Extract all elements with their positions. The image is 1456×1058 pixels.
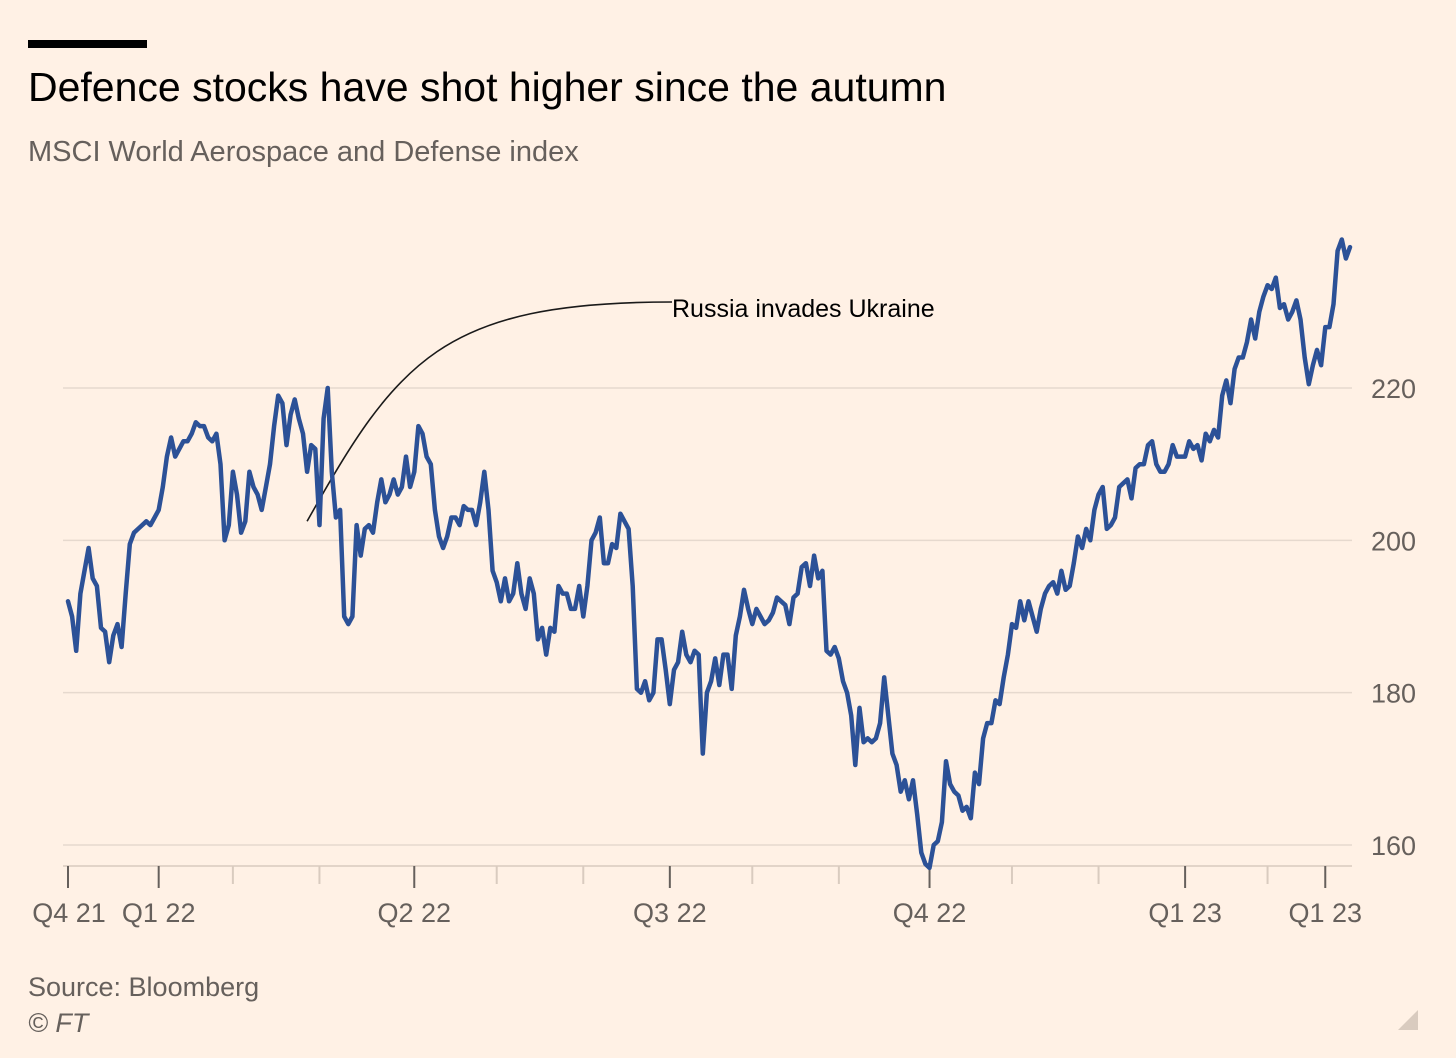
y-tick-label-180: 180 — [1371, 679, 1416, 709]
x-tick-label: Q1 22 — [122, 898, 196, 928]
x-tick-label: Q1 23 — [1148, 898, 1222, 928]
x-tick-label: Q4 21 — [32, 898, 106, 928]
resize-corner-icon — [1398, 1010, 1418, 1030]
series-line — [65, 237, 1353, 871]
y-tick-label-160: 160 — [1371, 831, 1416, 861]
x-tick-label: Q4 22 — [893, 898, 967, 928]
y-axis-labels: 160 180 200 220 — [1371, 374, 1416, 861]
annotation: Russia invades Ukraine — [306, 295, 935, 522]
series-layer — [65, 237, 1353, 871]
annotation-connector — [306, 301, 673, 522]
gridlines — [63, 387, 1352, 846]
chart-subtitle: MSCI World Aerospace and Defense index — [28, 136, 579, 168]
chart-title: Defence stocks have shot higher since th… — [28, 64, 947, 110]
brand-bar — [28, 40, 147, 48]
x-tick-label: Q1 23 — [1288, 898, 1362, 928]
annotation-label: Russia invades Ukraine — [672, 295, 935, 323]
x-tick-label: Q2 22 — [377, 898, 451, 928]
x-tick-label: Q3 22 — [633, 898, 707, 928]
source-note: Source: Bloomberg — [28, 972, 260, 1002]
y-tick-label-220: 220 — [1371, 374, 1416, 404]
x-axis: Q4 21 Q1 22 Q2 22 Q3 22 Q4 22 Q1 23 Q1 23 — [32, 865, 1362, 928]
credit-note: © FT — [28, 1008, 89, 1038]
y-tick-label-200: 200 — [1371, 526, 1416, 556]
